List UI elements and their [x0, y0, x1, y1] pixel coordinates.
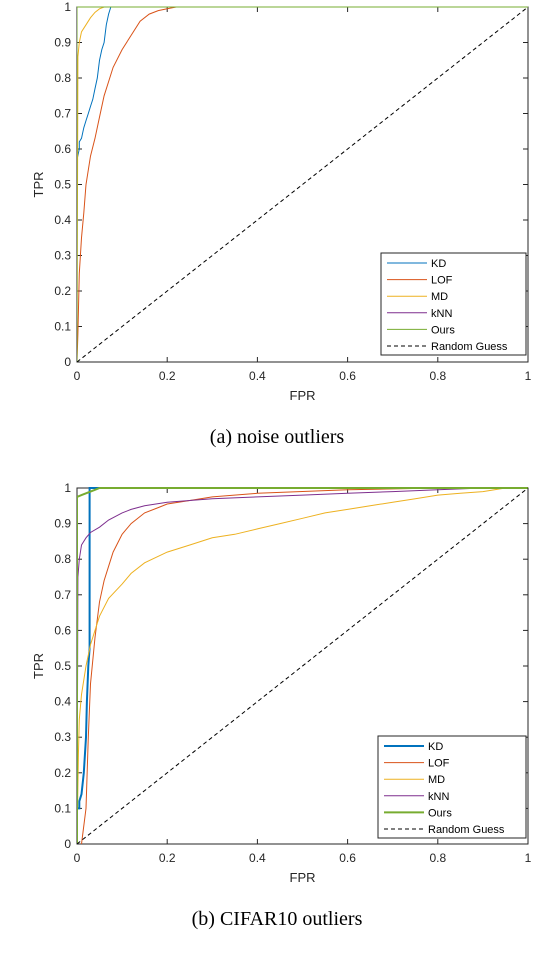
x-tick-label: 0.8 [429, 851, 446, 865]
legend-label-knn: kNN [428, 791, 449, 803]
legend-label-lof: LOF [431, 275, 453, 287]
legend: KD LOF MD kNN Ours Random Guess [380, 252, 527, 356]
legend-label-ours: Ours [428, 807, 452, 819]
y-tick-label: 0.8 [54, 552, 71, 566]
y-tick-label: 1 [64, 481, 71, 495]
series-line-md [77, 6, 528, 363]
legend: KD LOF MD kNN Ours Random Guess [377, 735, 527, 839]
series-line-random-guess [77, 487, 529, 845]
series-line-knn [77, 487, 528, 845]
x-tick-label: 0.6 [339, 369, 356, 383]
y-tick-label: 0.7 [54, 588, 71, 602]
series-line-kd [77, 6, 528, 362]
legend-label-knn: kNN [431, 308, 452, 320]
legend-box [380, 252, 527, 356]
x-tick-label: 0.6 [339, 851, 356, 865]
x-tick-label: 0.2 [159, 851, 176, 865]
figure-caption: (b) CIFAR10 outliers [192, 908, 363, 930]
series-line-md [77, 487, 528, 845]
y-tick-label: 0.5 [54, 178, 71, 192]
x-axis-label: FPR [290, 870, 316, 885]
chart-panel-a: 0 0.2 0.4 0.6 0.8 1 0 0.1 0.2 0.3 0.4 0.5 0.6 0.7 0.8 0… [31, 0, 532, 448]
y-axis-label: TPR [31, 653, 46, 679]
series-line-ours [77, 487, 528, 844]
legend-label-lof: LOF [428, 758, 450, 770]
y-tick-label: 0.4 [54, 695, 71, 709]
series-line-kd [77, 487, 528, 844]
x-axis-label: FPR [290, 388, 316, 403]
chart-panel-b: 0 0.2 0.4 0.6 0.8 1 0 0.1 0.2 0.3 0.4 0.5 0.6 0.7 0.8 0… [31, 481, 532, 930]
figure-caption: (a) noise outliers [210, 426, 345, 448]
x-tick-label: 0 [74, 369, 81, 383]
x-tick-label: 1 [525, 369, 532, 383]
legend-box [377, 735, 527, 839]
y-tick-label: 0.3 [54, 249, 71, 263]
legend-label-kd: KD [431, 258, 446, 270]
y-tick-label: 0 [64, 837, 71, 851]
y-tick-label: 0.2 [54, 284, 71, 298]
x-tick-label: 0.8 [429, 369, 446, 383]
y-tick-label: 0.1 [54, 801, 71, 815]
y-tick-label: 0.2 [54, 766, 71, 780]
legend-label-random-guess: Random Guess [431, 341, 508, 353]
y-tick-label: 0.4 [54, 213, 71, 227]
x-tick-label: 0.4 [249, 369, 266, 383]
y-tick-label: 0.1 [54, 320, 71, 334]
series-line-lof [77, 6, 528, 363]
x-tick-label: 0.2 [159, 369, 176, 383]
series-line-lof [81, 487, 528, 845]
y-tick-label: 0.5 [54, 659, 71, 673]
legend-label-kd: KD [428, 741, 443, 753]
legend-label-ours: Ours [431, 324, 455, 336]
y-tick-label: 0.7 [54, 107, 71, 121]
legend-label-md: MD [428, 774, 445, 786]
x-tick-label: 1 [525, 851, 532, 865]
y-tick-label: 0.6 [54, 142, 71, 156]
series-line-random-guess [77, 6, 529, 363]
legend-label-md: MD [431, 291, 448, 303]
y-tick-label: 0 [64, 355, 71, 369]
series-group [77, 487, 529, 845]
legend-label-random-guess: Random Guess [428, 824, 505, 836]
y-tick-label: 1 [64, 0, 71, 14]
y-tick-label: 0.3 [54, 730, 71, 744]
x-tick-label: 0.4 [249, 851, 266, 865]
y-tick-label: 0.6 [54, 623, 71, 637]
y-tick-label: 0.8 [54, 71, 71, 85]
series-group [77, 6, 529, 363]
y-tick-label: 0.9 [54, 517, 71, 531]
series-line-ours [77, 6, 528, 362]
y-axis-label: TPR [31, 172, 46, 198]
x-tick-label: 0 [74, 851, 81, 865]
y-tick-label: 0.9 [54, 36, 71, 50]
